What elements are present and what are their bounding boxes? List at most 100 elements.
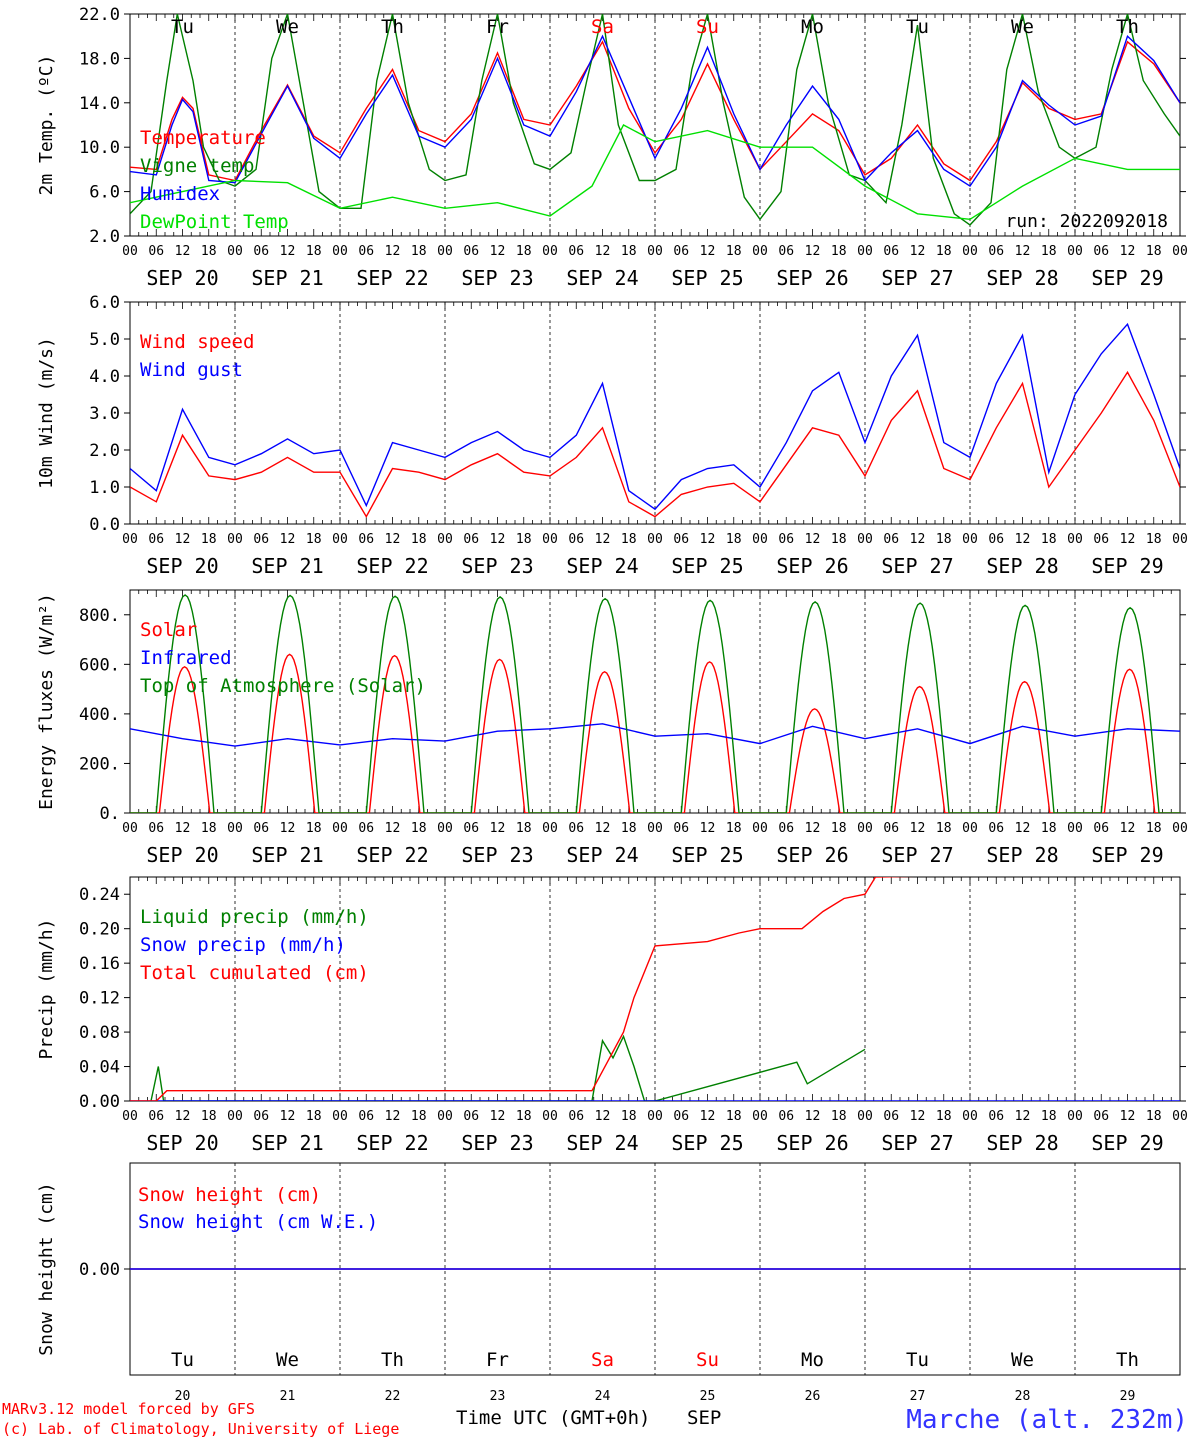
weekday-label-bottom: Mo — [801, 1349, 824, 1371]
date-label: SEP 23 — [461, 554, 533, 578]
y-tick-label: 0.04 — [79, 1058, 120, 1078]
hour-tick-label: 12 — [385, 1109, 401, 1124]
hour-tick-label: 06 — [253, 821, 269, 836]
credit-line-2: (c) Lab. of Climatology, University of L… — [2, 1420, 399, 1438]
hour-tick-label: 18 — [201, 244, 217, 259]
hour-tick-label: 06 — [1093, 1109, 1109, 1124]
hour-tick-label: 12 — [385, 244, 401, 259]
hour-tick-label: 18 — [1041, 821, 1057, 836]
weekday-label-bottom: Fr — [486, 1349, 509, 1371]
y-tick-label: 800. — [79, 606, 120, 626]
hour-tick-label: 00 — [1067, 1109, 1083, 1124]
weekday-label-top: Th — [1116, 16, 1139, 38]
series-line-liquid — [150, 1034, 866, 1101]
weekday-label-top: Su — [696, 16, 719, 38]
day-number-label: 29 — [1120, 1389, 1136, 1404]
panel-snow: 0.00 Snow height (cm) Snow height (cm) Snow… — [36, 1162, 1186, 1376]
y-tick-label: 1.0 — [89, 478, 120, 498]
hour-tick-label: 18 — [306, 1109, 322, 1124]
hour-tick-label: 18 — [1041, 532, 1057, 547]
hour-tick-label: 06 — [358, 821, 374, 836]
weekday-label-bottom: Th — [381, 1349, 404, 1371]
hour-tick-label: 18 — [306, 821, 322, 836]
day-number-label: 23 — [490, 1389, 506, 1404]
y-axis-label: Snow height (cm) — [36, 1182, 57, 1355]
hour-tick-label: 18 — [516, 244, 532, 259]
hour-tick-label: 00 — [332, 244, 348, 259]
hour-tick-label: 12 — [805, 532, 821, 547]
date-label: SEP 29 — [1091, 266, 1163, 290]
hour-tick-label: 06 — [463, 244, 479, 259]
hour-tick-label: 00 — [857, 532, 873, 547]
hour-tick-label: 00 — [332, 532, 348, 547]
hour-tick-label: 12 — [910, 1109, 926, 1124]
hour-tick-label: 06 — [148, 821, 164, 836]
y-axis-label: Energy fluxes (W/m²) — [36, 593, 57, 810]
hour-tick-label: 06 — [463, 1109, 479, 1124]
hour-tick-label: 18 — [516, 532, 532, 547]
legend-entry: Humidex — [140, 183, 220, 205]
weekday-label-top: Fr — [486, 16, 509, 38]
y-tick-label: 0. — [100, 804, 120, 824]
panel-energy: 00 06 12 18 SEP 20 00 06 12 18 SEP 21 00 06 12 18 SEP … — [36, 589, 1188, 867]
hour-tick-label: 18 — [1041, 244, 1057, 259]
legend-entry: Top of Atmosphere (Solar) — [140, 675, 426, 697]
weekday-label-top: Tu — [171, 16, 194, 38]
hour-tick-label: 18 — [621, 244, 637, 259]
day-number-label: 22 — [385, 1389, 401, 1404]
hour-tick-label: 06 — [568, 532, 584, 547]
hour-tick-label: 06 — [358, 1109, 374, 1124]
date-label: SEP 25 — [671, 1131, 743, 1155]
date-label: SEP 21 — [251, 266, 323, 290]
hour-tick-label: 06 — [148, 1109, 164, 1124]
weekday-label-bottom: Tu — [906, 1349, 929, 1371]
series-group — [130, 594, 1180, 813]
y-tick-label: 0.00 — [79, 1092, 120, 1112]
day-number-label: 27 — [910, 1389, 926, 1404]
date-label: SEP 22 — [356, 843, 428, 867]
date-label: SEP 22 — [356, 266, 428, 290]
run-label: run: 2022092018 — [1005, 211, 1168, 232]
hour-tick-label: 18 — [831, 532, 847, 547]
hour-tick-label: 00 — [542, 1109, 558, 1124]
day-number-label: 21 — [280, 1389, 296, 1404]
date-label: SEP 24 — [566, 266, 638, 290]
series-group — [130, 322, 1180, 519]
hour-tick-label: 18 — [936, 1109, 952, 1124]
hour-tick-label: 12 — [280, 821, 296, 836]
hour-tick-label: 18 — [201, 532, 217, 547]
hour-tick-label: 00 — [227, 821, 243, 836]
hour-tick-label: 18 — [1146, 532, 1162, 547]
date-label: SEP 26 — [776, 1131, 848, 1155]
hour-tick-label: 12 — [175, 1109, 191, 1124]
day-number-label: 28 — [1015, 1389, 1031, 1404]
hour-tick-label: 06 — [883, 532, 899, 547]
y-tick-label: 0.24 — [79, 885, 120, 905]
legend-entry: Temperature — [140, 127, 266, 149]
hour-tick-label: 12 — [280, 532, 296, 547]
day-number-label: 25 — [700, 1389, 716, 1404]
hour-tick-label: 00 — [437, 532, 453, 547]
credit-line-1: MARv3.12 model forced by GFS — [2, 1400, 255, 1418]
date-label: SEP 27 — [881, 266, 953, 290]
hour-tick-label: 00 — [752, 244, 768, 259]
panel-precip: 00 06 12 18 SEP 20 00 06 12 18 SEP 21 00 06 12 18 SEP … — [36, 876, 1188, 1155]
station-label: Marche (alt. 232m) — [906, 1405, 1188, 1435]
date-label: SEP 21 — [251, 554, 323, 578]
hour-tick-label: 06 — [568, 244, 584, 259]
hour-tick-label: 00 — [857, 1109, 873, 1124]
weekday-label-top: Th — [381, 16, 404, 38]
hour-tick-label: 12 — [175, 821, 191, 836]
date-label: SEP 25 — [671, 266, 743, 290]
hour-tick-label: 12 — [1120, 821, 1136, 836]
date-label: SEP 27 — [881, 1131, 953, 1155]
hour-tick-label: 18 — [621, 532, 637, 547]
hour-tick-label: 06 — [673, 244, 689, 259]
hour-tick-label: 06 — [778, 244, 794, 259]
weekday-label-top: Mo — [801, 16, 824, 38]
hour-tick-label: 00 — [647, 244, 663, 259]
hour-tick-label: 12 — [490, 244, 506, 259]
hour-tick-label: 06 — [988, 532, 1004, 547]
y-tick-label: 6.0 — [89, 293, 120, 313]
hour-tick-label: 06 — [358, 532, 374, 547]
